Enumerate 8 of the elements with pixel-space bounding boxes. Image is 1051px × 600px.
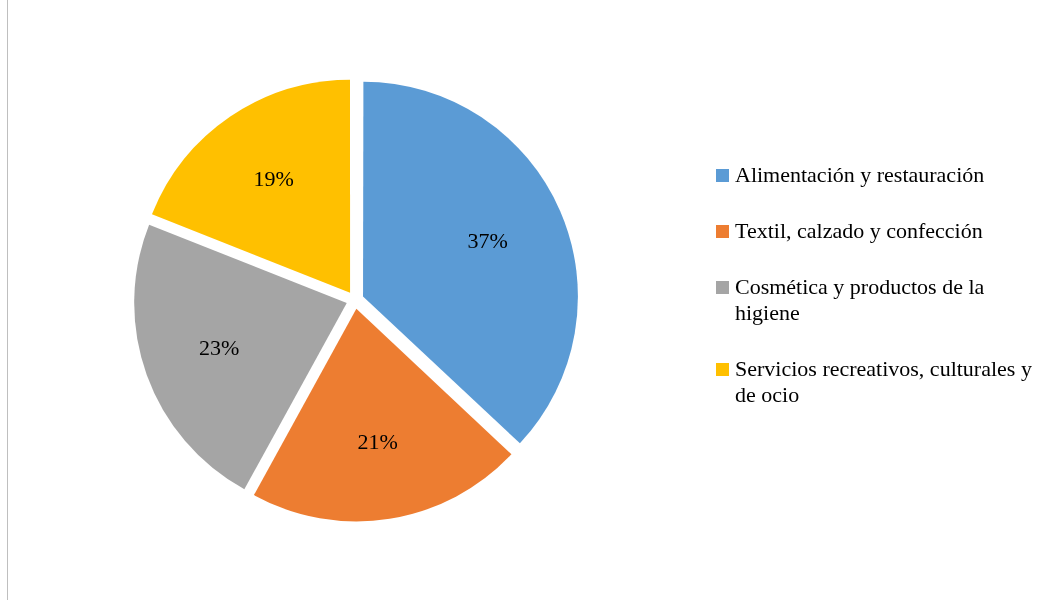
data-label: 37% <box>467 228 508 254</box>
data-label: 19% <box>253 166 294 192</box>
data-label: 23% <box>198 334 240 360</box>
legend-label: Alimentación y restauración <box>735 162 985 188</box>
legend-label: Servicios recreativos, culturales y de ocio <box>735 356 1033 408</box>
data-label: 21% <box>357 428 398 454</box>
legend-label: Textil, calzado y confección <box>735 218 983 244</box>
legend-label: Cosmética y productos de la higiene <box>735 274 986 326</box>
